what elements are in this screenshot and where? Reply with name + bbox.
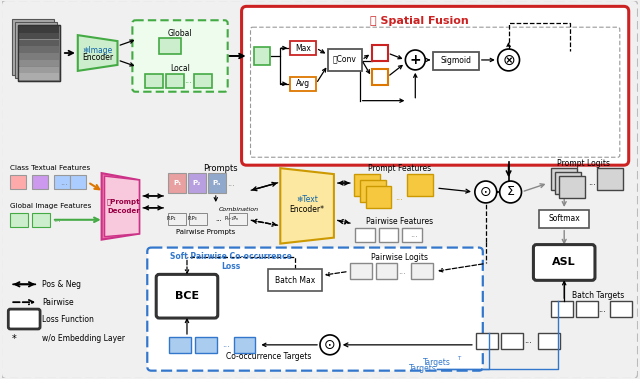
Bar xyxy=(18,25,60,81)
Bar xyxy=(290,77,316,91)
Text: ...: ... xyxy=(60,177,68,186)
Text: Pairwise Features: Pairwise Features xyxy=(366,217,433,226)
Bar xyxy=(500,333,522,349)
Text: ...: ... xyxy=(598,305,606,313)
Bar xyxy=(18,25,60,81)
Bar xyxy=(19,33,59,39)
Text: ...: ... xyxy=(216,216,222,222)
Bar xyxy=(169,337,191,353)
Bar xyxy=(12,19,54,75)
Bar xyxy=(556,172,581,194)
Text: Pₙ: Pₙ xyxy=(212,180,221,186)
Bar xyxy=(189,213,207,225)
Bar xyxy=(188,173,206,193)
Bar xyxy=(407,174,433,196)
Bar xyxy=(354,174,380,196)
Text: ⊙: ⊙ xyxy=(324,338,336,352)
Text: Batch Targets: Batch Targets xyxy=(572,291,624,300)
Bar xyxy=(559,176,585,198)
Text: Softmax: Softmax xyxy=(548,214,580,223)
Circle shape xyxy=(500,181,522,203)
Bar xyxy=(32,175,48,189)
Bar xyxy=(166,74,184,88)
Bar xyxy=(168,213,186,225)
Bar xyxy=(376,263,397,279)
Text: +: + xyxy=(410,53,421,67)
Text: Decoder: Decoder xyxy=(107,208,140,214)
Text: Max: Max xyxy=(295,44,311,53)
Polygon shape xyxy=(78,35,118,71)
Text: ❄Text: ❄Text xyxy=(296,196,318,204)
FancyBboxPatch shape xyxy=(8,309,40,329)
Bar xyxy=(19,47,59,53)
Bar xyxy=(379,228,399,242)
Bar xyxy=(365,186,392,208)
Text: 🔥 Spatial Fusion: 🔥 Spatial Fusion xyxy=(370,16,468,26)
Bar xyxy=(194,74,212,88)
FancyBboxPatch shape xyxy=(241,6,628,165)
Bar xyxy=(228,213,246,225)
Bar xyxy=(538,333,560,349)
Text: ❄Image: ❄Image xyxy=(83,45,113,55)
Text: Pairwise Prompts: Pairwise Prompts xyxy=(176,229,236,235)
Text: Batch Max: Batch Max xyxy=(275,276,316,285)
Text: Class Textual Features: Class Textual Features xyxy=(10,165,90,171)
Circle shape xyxy=(475,181,497,203)
Text: ...: ... xyxy=(588,177,596,186)
FancyBboxPatch shape xyxy=(156,274,218,318)
Text: Targets: Targets xyxy=(409,364,437,373)
Text: Soft Pairwise Co-occurrence
Loss: Soft Pairwise Co-occurrence Loss xyxy=(170,252,292,271)
Bar xyxy=(19,53,59,60)
Bar xyxy=(10,175,26,189)
Bar xyxy=(19,74,59,80)
Bar xyxy=(19,60,59,66)
Text: P₁P₃: P₁P₃ xyxy=(187,216,196,221)
Bar xyxy=(268,269,322,291)
Text: 🔥Prompt: 🔥Prompt xyxy=(107,199,140,205)
Bar xyxy=(372,69,387,85)
Text: Pairwise: Pairwise xyxy=(42,298,74,307)
Text: ...: ... xyxy=(410,230,419,239)
Circle shape xyxy=(405,50,425,70)
Text: P₁: P₁ xyxy=(173,180,181,186)
Text: Local: Local xyxy=(170,64,190,74)
Bar xyxy=(168,173,186,193)
Bar xyxy=(350,263,372,279)
Text: Prompt Features: Prompt Features xyxy=(368,164,431,173)
Bar xyxy=(372,45,387,61)
Bar xyxy=(195,337,217,353)
Text: ⊗: ⊗ xyxy=(502,52,515,67)
Text: ...: ... xyxy=(396,193,403,202)
Text: ...: ... xyxy=(184,76,192,85)
FancyBboxPatch shape xyxy=(533,244,595,280)
Circle shape xyxy=(320,335,340,355)
Bar xyxy=(576,301,598,317)
Bar xyxy=(476,333,498,349)
Bar xyxy=(54,175,70,189)
Text: Targets: Targets xyxy=(423,358,451,367)
Text: 🔥Conv: 🔥Conv xyxy=(333,55,356,63)
Bar xyxy=(290,41,316,55)
Text: Loss Function: Loss Function xyxy=(42,315,94,324)
Text: Combination: Combination xyxy=(218,207,259,212)
Text: Prompt Logits: Prompt Logits xyxy=(557,159,609,168)
Bar xyxy=(255,47,270,65)
Bar xyxy=(328,49,362,71)
Text: Σ: Σ xyxy=(507,185,515,199)
Bar xyxy=(32,213,50,227)
Text: ...: ... xyxy=(221,340,230,349)
FancyBboxPatch shape xyxy=(147,247,483,371)
Text: ...: ... xyxy=(525,337,532,345)
Bar xyxy=(159,38,181,54)
Bar xyxy=(145,74,163,88)
Text: Prompts: Prompts xyxy=(204,164,238,173)
Bar xyxy=(10,213,28,227)
Bar xyxy=(403,228,422,242)
Bar xyxy=(540,210,589,228)
Bar xyxy=(433,52,479,70)
Text: P₂: P₂ xyxy=(193,180,201,186)
Text: Pos & Neg: Pos & Neg xyxy=(42,280,81,289)
Circle shape xyxy=(498,49,520,71)
Text: ...: ... xyxy=(399,267,406,276)
